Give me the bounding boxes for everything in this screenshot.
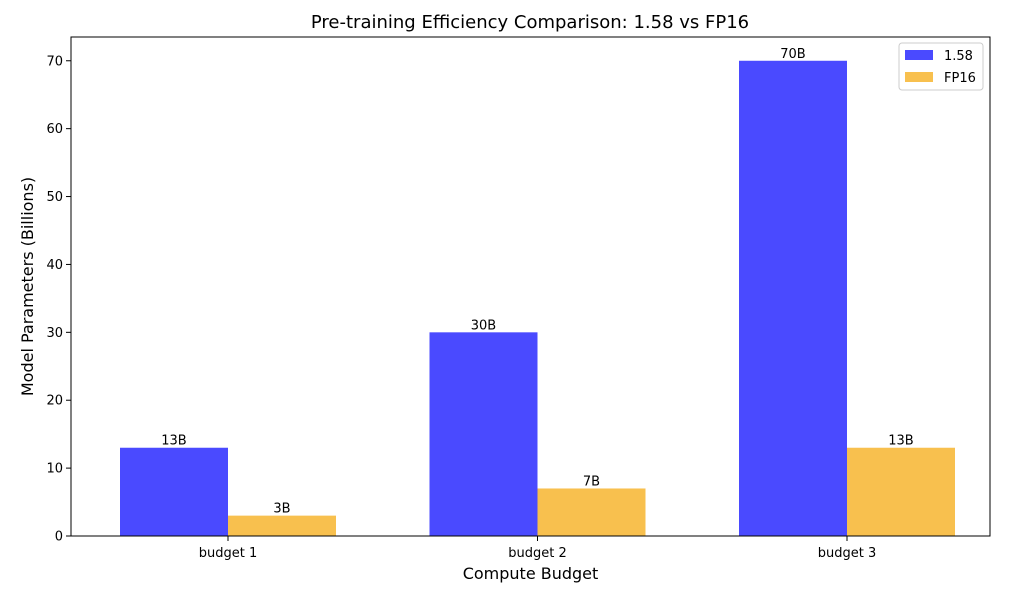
bar [120, 447, 228, 536]
y-tick-label: 0 [55, 530, 63, 545]
y-tick-label: 50 [46, 190, 63, 205]
x-axis: budget 1 budget 2 budget 3 [199, 536, 877, 561]
bar-value-label: 13B [888, 434, 913, 449]
data-labels-group: 13B 30B 70B 3B 7B 13B [161, 47, 913, 517]
bar-value-label: 30B [471, 318, 496, 333]
bar-value-label: 13B [161, 434, 186, 449]
y-tick-label: 70 [46, 54, 63, 69]
chart-title: Pre-training Efficiency Comparison: 1.58… [311, 12, 749, 33]
bar-value-label: 7B [583, 474, 600, 489]
legend-entry-label: FP16 [944, 71, 976, 86]
y-axis-label: Model Parameters (Billions) [18, 177, 37, 396]
bar [429, 332, 538, 536]
y-tick-label: 60 [46, 122, 63, 137]
bar [228, 515, 336, 536]
legend: 1.58 FP16 [898, 42, 984, 91]
y-tick-label: 10 [46, 462, 63, 477]
y-tick-label: 30 [46, 326, 63, 341]
y-axis: 0 10 20 30 40 50 60 70 [46, 54, 71, 545]
bar [847, 447, 955, 536]
legend-swatch [905, 72, 933, 82]
bar-value-label: 3B [273, 502, 290, 517]
legend-swatch [905, 50, 933, 60]
bar [537, 488, 646, 536]
x-tick-label: budget 2 [508, 546, 567, 561]
y-tick-label: 40 [46, 258, 63, 273]
x-axis-label: Compute Budget [463, 564, 599, 583]
x-tick-label: budget 3 [818, 546, 877, 561]
legend-entry-label: 1.58 [944, 49, 973, 64]
x-tick-label: budget 1 [199, 546, 258, 561]
bar-value-label: 70B [780, 47, 805, 62]
bars-group [120, 60, 955, 537]
y-tick-label: 20 [46, 394, 63, 409]
plot-area-frame [70, 36, 991, 537]
bar [739, 60, 847, 537]
